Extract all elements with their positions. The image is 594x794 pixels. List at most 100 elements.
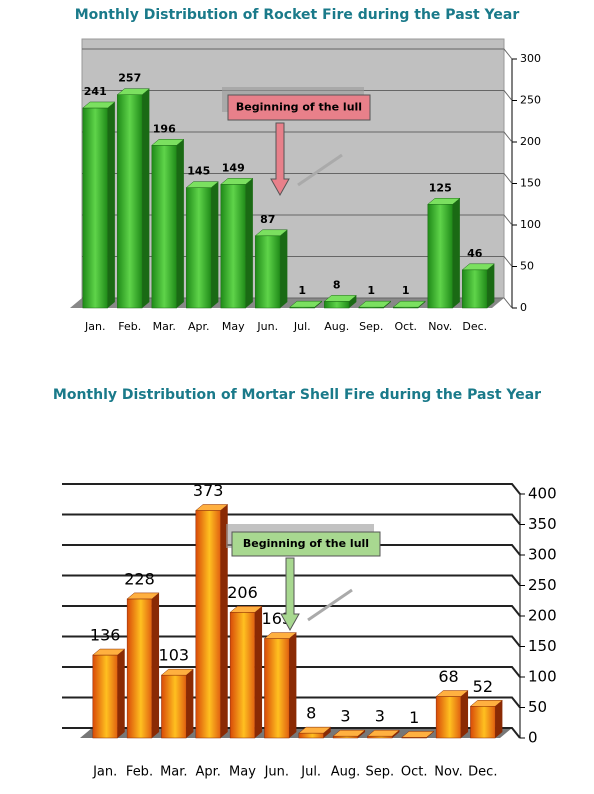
x-tick-label: Jun. (256, 320, 278, 333)
value-label: 68 (438, 667, 458, 686)
bar-top (469, 700, 504, 707)
bar-top (461, 263, 496, 271)
bar-top (82, 101, 116, 109)
value-label: 8 (306, 704, 316, 723)
bar-side (254, 606, 263, 738)
bar-side (357, 730, 366, 738)
bar (324, 301, 350, 309)
bar (117, 94, 143, 309)
y-tick-label: 50 (520, 260, 534, 273)
grid-line (82, 173, 513, 184)
x-tick-label: Mar. (153, 320, 176, 333)
annotation: Beginning of the lull (236, 101, 362, 114)
x-tick-label: Jun. (264, 765, 289, 780)
bar-top (116, 88, 151, 95)
y-tick-label: 300 (528, 546, 557, 564)
x-tick-label: Jul. (293, 320, 311, 333)
bar-top (298, 726, 332, 734)
x-tick-label: Sep. (359, 320, 383, 333)
x-tick-label: Jan. (92, 765, 117, 780)
x-tick-label: Dec. (468, 765, 497, 780)
chart-title: Monthly Distribution of Mortar Shell Fir… (53, 387, 541, 403)
value-label: 46 (467, 247, 483, 260)
y-tick-label: 0 (528, 729, 538, 747)
bar (82, 107, 108, 309)
value-label: 149 (222, 161, 245, 174)
bar (255, 235, 281, 309)
bar-side (392, 730, 400, 738)
bar-side (220, 504, 228, 738)
value-label: 8 (333, 278, 341, 291)
bar-top (392, 300, 427, 308)
bar-side (186, 669, 194, 738)
bar (195, 510, 221, 739)
bar-side (349, 295, 357, 308)
value-label: 1 (367, 284, 375, 297)
bar-top (323, 295, 358, 302)
value-label: 257 (118, 72, 141, 85)
x-tick-label: Apr. (195, 765, 220, 780)
value-label: 241 (84, 85, 107, 98)
bar (470, 706, 496, 739)
y-tick-label: 0 (520, 301, 527, 314)
value-label: 1 (402, 284, 410, 297)
bar-side (460, 690, 469, 738)
bar-top (195, 504, 229, 511)
value-label: 1 (409, 708, 419, 727)
x-tick-label: Apr. (188, 320, 210, 333)
bar-top (401, 731, 435, 738)
bar-side (280, 229, 288, 308)
bar-top (289, 300, 323, 308)
bar (435, 696, 462, 739)
bar (161, 674, 187, 739)
y-tick-label: 150 (520, 177, 541, 190)
x-tick-label: Feb. (126, 765, 153, 780)
value-label: 52 (473, 677, 493, 696)
bar (151, 145, 177, 309)
value-label: 145 (187, 165, 210, 178)
bar-top (254, 229, 289, 237)
bar-top (229, 606, 263, 613)
annotation-box (231, 531, 381, 557)
y-tick-label: 100 (520, 218, 541, 231)
value-label: 1 (298, 284, 306, 297)
bar-side (117, 649, 125, 738)
bar-side (176, 139, 184, 308)
x-tick-label: Nov. (428, 320, 452, 333)
value-label: 228 (124, 569, 155, 588)
bar (462, 269, 488, 309)
bar-side (495, 700, 503, 738)
value-label: 125 (429, 181, 452, 194)
y-tick-label: 250 (520, 94, 541, 107)
bar-side (452, 198, 460, 308)
x-tick-label: Feb. (118, 320, 141, 333)
value-label: 3 (375, 707, 385, 726)
value-label: 136 (90, 626, 121, 645)
grid-line (62, 483, 521, 495)
annotation-box (227, 94, 371, 121)
x-tick-label: Jan. (84, 320, 105, 333)
value-label: 103 (159, 646, 190, 665)
value-label: 196 (153, 122, 176, 135)
bar-side (107, 101, 115, 308)
bar-top (366, 729, 401, 737)
x-tick-label: Oct. (394, 320, 417, 333)
bar-top (263, 632, 298, 639)
bar-side (289, 632, 297, 738)
value-label: 87 (260, 213, 275, 226)
bar-top (151, 139, 185, 146)
arrow-shadow (307, 588, 353, 622)
x-tick-label: May (229, 765, 256, 780)
y-tick-label: 250 (528, 576, 557, 594)
y-tick-label: 350 (528, 515, 557, 533)
y-tick-label: 50 (528, 698, 547, 716)
bar-top (220, 178, 254, 185)
bar-top (92, 648, 126, 656)
x-tick-label: Aug. (331, 765, 361, 780)
bar-side (245, 178, 253, 308)
bar (298, 732, 324, 739)
y-tick-label: 150 (528, 637, 557, 655)
bar (126, 598, 153, 739)
